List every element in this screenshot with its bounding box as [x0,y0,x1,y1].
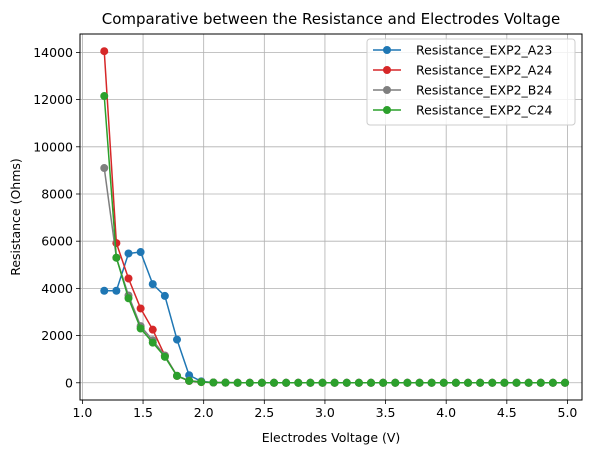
data-point [185,376,194,385]
legend-box [366,38,576,126]
data-point [512,378,521,387]
data-point [476,378,485,387]
y-axis-ticks: 0 2000 4000 6000 8000 10000 12000 14000 [33,45,80,390]
x-tick-label: 4.0 [436,405,456,420]
y-axis-label: Resistance (Ohms) [8,158,23,276]
data-point [160,291,169,300]
data-point [148,325,157,334]
data-point [100,47,109,56]
legend: Resistance_EXP2_A23 Resistance_EXP2_A24 Re… [366,38,576,126]
data-point [464,378,473,387]
data-point [100,164,109,173]
data-point [451,378,460,387]
data-point [136,324,145,333]
data-point [245,378,254,387]
x-axis-label: Electrodes Voltage (V) [262,430,401,445]
data-point [148,338,157,347]
data-point [197,378,206,387]
data-point [124,274,133,283]
series-layer [100,47,570,387]
x-tick-label: 4.5 [497,405,517,420]
data-point [488,378,497,387]
data-point [391,378,400,387]
data-point [524,378,533,387]
data-point [124,294,133,303]
data-point [294,378,303,387]
data-point [257,378,266,387]
data-point [112,253,121,262]
data-point [439,378,448,387]
data-point [500,378,509,387]
x-tick-label: 3.5 [376,405,396,420]
data-point [415,378,424,387]
data-point [306,378,315,387]
data-point [379,378,388,387]
data-point [270,378,279,387]
data-point [136,304,145,313]
data-point [136,248,145,257]
legend-label: Resistance_EXP2_C24 [416,103,552,118]
data-point [330,378,339,387]
y-tick-label: 6000 [41,234,73,249]
y-tick-label: 10000 [33,139,73,154]
x-tick-label: 1.5 [133,405,153,420]
data-point [548,378,557,387]
data-point [124,249,133,258]
plot-frame [79,33,583,401]
legend-label: Resistance_EXP2_A23 [416,43,552,58]
y-tick-label: 14000 [33,45,73,60]
x-tick-label: 5.0 [558,405,578,420]
y-tick-label: 4000 [41,281,73,296]
data-point [427,378,436,387]
data-point [148,280,157,289]
legend-label: Resistance_EXP2_A24 [416,63,552,78]
data-point [233,378,242,387]
data-point [282,378,291,387]
data-point [100,286,109,295]
legend-marker [383,86,391,94]
x-tick-label: 3.0 [315,405,335,420]
legend-marker [383,46,391,54]
y-tick-label: 12000 [33,92,73,107]
data-point [160,352,169,361]
data-point [367,378,376,387]
legend-marker [383,106,391,114]
data-point [221,378,230,387]
data-point [354,378,363,387]
data-point [318,378,327,387]
chart-title: Comparative between the Resistance and E… [102,10,560,28]
data-point [342,378,351,387]
series-Resistance_EXP2_C24 [100,92,570,387]
x-axis-ticks: 1.0 1.5 2.0 2.5 3.0 3.5 4.0 4.5 5.0 [72,400,577,420]
data-point [536,378,545,387]
data-point [100,92,109,101]
x-tick-label: 1.0 [72,405,92,420]
data-point [209,378,218,387]
y-tick-label: 0 [65,375,73,390]
legend-marker [383,66,391,74]
data-point [403,378,412,387]
data-point [112,286,121,295]
legend-label: Resistance_EXP2_B24 [416,83,552,98]
data-point [173,335,182,344]
y-tick-label: 8000 [41,186,73,201]
x-tick-label: 2.5 [254,405,274,420]
data-point [561,378,570,387]
data-point [173,371,182,380]
x-tick-label: 2.0 [194,405,214,420]
y-tick-label: 2000 [41,328,73,343]
